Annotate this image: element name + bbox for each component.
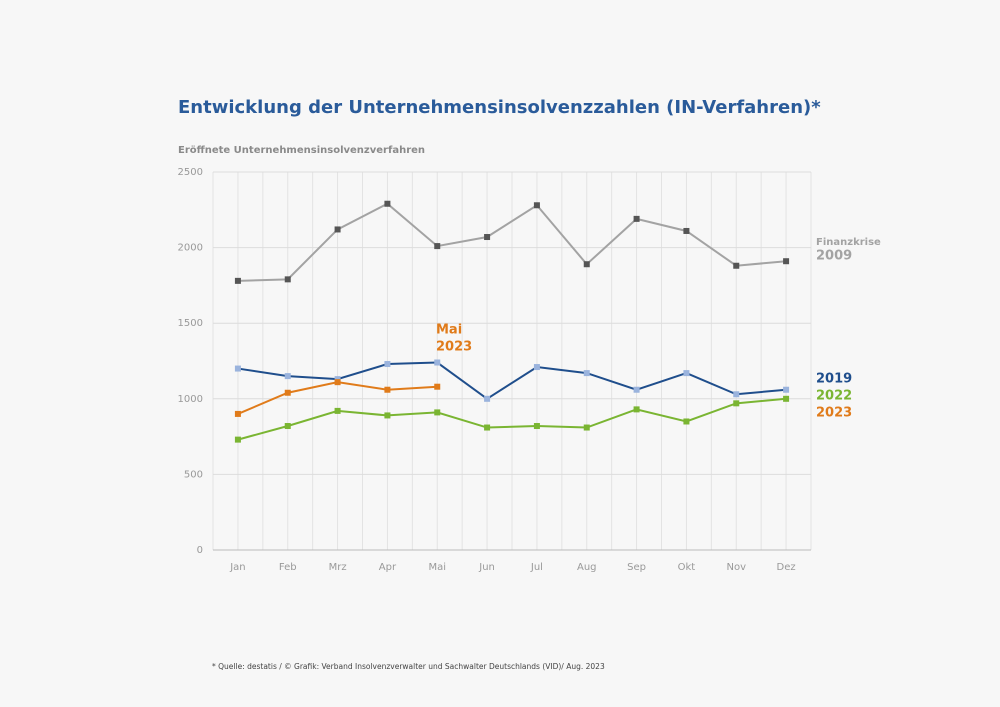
marker bbox=[783, 386, 790, 393]
marker bbox=[284, 423, 291, 430]
series-label: 2022 bbox=[816, 389, 852, 404]
y-tick-label: 1500 bbox=[178, 318, 203, 329]
marker bbox=[683, 418, 690, 425]
marker bbox=[234, 436, 241, 443]
x-tick-label: Jan bbox=[229, 562, 245, 573]
marker bbox=[284, 373, 291, 380]
marker bbox=[434, 359, 441, 366]
marker bbox=[334, 379, 341, 386]
y-tick-label: 2000 bbox=[178, 243, 203, 254]
series-note: Finanzkrise bbox=[816, 237, 881, 248]
annotation: Mai bbox=[436, 323, 462, 338]
series-line bbox=[237, 361, 787, 401]
marker bbox=[533, 364, 540, 371]
marker bbox=[334, 226, 341, 233]
marker bbox=[583, 370, 590, 377]
marker bbox=[633, 215, 640, 222]
marker bbox=[783, 258, 790, 265]
x-tick-label: Mrz bbox=[329, 562, 347, 573]
series-label: 2009 bbox=[816, 249, 852, 264]
annotation: 2023 bbox=[436, 340, 472, 355]
marker bbox=[334, 407, 341, 414]
marker bbox=[334, 376, 341, 383]
marker bbox=[583, 424, 590, 431]
y-tick-label: 500 bbox=[184, 469, 203, 480]
x-tick-label: Dez bbox=[777, 562, 796, 573]
x-tick-label: Aug bbox=[577, 562, 597, 573]
marker bbox=[733, 400, 740, 407]
y-tick-label: 0 bbox=[197, 545, 203, 556]
marker bbox=[733, 262, 740, 269]
footnote: * Quelle: destatis / © Grafik: Verband I… bbox=[212, 662, 605, 671]
y-tick-label: 1000 bbox=[178, 394, 203, 405]
marker bbox=[234, 365, 241, 372]
x-tick-label: Sep bbox=[627, 562, 646, 573]
marker bbox=[384, 200, 391, 207]
marker bbox=[384, 361, 391, 368]
marker bbox=[434, 383, 441, 390]
marker bbox=[683, 227, 690, 234]
marker bbox=[484, 395, 491, 402]
x-tick-label: Jul bbox=[530, 562, 543, 573]
series-line bbox=[237, 397, 787, 441]
marker bbox=[633, 386, 640, 393]
chart-title: Entwicklung der Unternehmensinsolvenzzah… bbox=[178, 97, 821, 118]
marker bbox=[583, 261, 590, 268]
marker bbox=[384, 412, 391, 419]
series-label: 2019 bbox=[816, 372, 852, 387]
marker bbox=[533, 423, 540, 430]
y-axis-label: Eröffnete Unternehmensinsolvenzverfahren bbox=[178, 145, 425, 156]
x-tick-label: Feb bbox=[279, 562, 297, 573]
x-tick-label: Apr bbox=[379, 562, 397, 573]
marker bbox=[533, 202, 540, 209]
x-tick-label: Nov bbox=[726, 562, 746, 573]
marker bbox=[783, 395, 790, 402]
marker bbox=[284, 276, 291, 283]
marker bbox=[683, 370, 690, 377]
marker bbox=[434, 409, 441, 416]
series-label: 2023 bbox=[816, 406, 852, 421]
marker bbox=[234, 277, 241, 284]
x-tick-label: Jun bbox=[478, 562, 495, 573]
marker bbox=[484, 234, 491, 241]
marker bbox=[633, 406, 640, 413]
marker bbox=[384, 386, 391, 393]
x-tick-label: Okt bbox=[678, 562, 696, 573]
marker bbox=[434, 243, 441, 250]
y-tick-label: 2500 bbox=[178, 167, 203, 178]
x-tick-label: Mai bbox=[428, 562, 446, 573]
series-line bbox=[237, 202, 787, 282]
marker bbox=[484, 424, 491, 431]
marker bbox=[733, 391, 740, 398]
marker bbox=[234, 410, 241, 417]
marker bbox=[284, 389, 291, 396]
